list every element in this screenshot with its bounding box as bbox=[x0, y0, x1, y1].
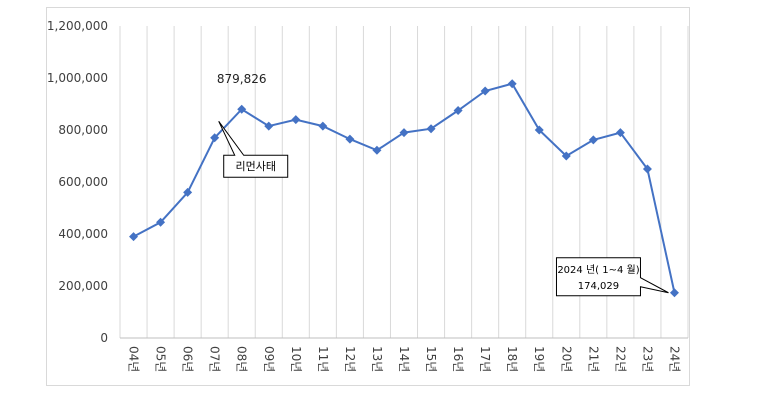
callout-box bbox=[555, 257, 669, 297]
x-axis: 04년 05년 06년 07년 08년 09년 10년 11년 12년 13년 14년 15년 16년 1… bbox=[127, 346, 682, 372]
data-point bbox=[534, 125, 544, 135]
x-tick-label: 22년 bbox=[613, 346, 627, 372]
x-tick-label: 05년 bbox=[154, 346, 168, 372]
x-tick-label: 07년 bbox=[208, 346, 222, 372]
data-point bbox=[588, 135, 598, 145]
y-axis: 0 200,000 400,000 600,000 800,000 1,000,000 1,… bbox=[47, 19, 108, 345]
data-point bbox=[237, 104, 247, 114]
data-point bbox=[426, 124, 436, 134]
x-tick-label: 23년 bbox=[640, 346, 654, 372]
data-point bbox=[399, 128, 409, 138]
x-tick-label: 19년 bbox=[532, 346, 546, 372]
data-point bbox=[453, 106, 463, 115]
callout-label: 리먼사태 bbox=[235, 160, 275, 173]
x-tick-label: 14년 bbox=[397, 346, 411, 372]
data-point bbox=[642, 164, 652, 174]
data-point bbox=[669, 288, 679, 298]
x-tick-label: 10년 bbox=[289, 346, 303, 372]
data-point bbox=[264, 121, 274, 131]
y-tick-label: 800,000 bbox=[58, 123, 108, 137]
x-tick-label: 13년 bbox=[370, 346, 384, 372]
callout-box bbox=[218, 120, 289, 178]
x-tick-label: 11년 bbox=[316, 346, 330, 372]
data-point bbox=[372, 145, 382, 155]
y-tick-label: 600,000 bbox=[58, 175, 108, 189]
data-point bbox=[480, 86, 490, 96]
data-point bbox=[615, 128, 625, 138]
data-point bbox=[561, 151, 571, 161]
x-tick-label: 12년 bbox=[343, 346, 357, 372]
x-tick-label: 21년 bbox=[586, 346, 600, 372]
x-tick-label: 18년 bbox=[505, 346, 519, 372]
data-point bbox=[318, 121, 328, 131]
data-point bbox=[156, 217, 166, 227]
x-tick-label: 17년 bbox=[478, 346, 492, 372]
y-tick-label: 1,200,000 bbox=[47, 19, 108, 33]
x-tick-label: 08년 bbox=[235, 346, 249, 372]
y-tick-label: 400,000 bbox=[58, 227, 108, 241]
x-tick-label: 20년 bbox=[559, 346, 573, 372]
data-point bbox=[129, 232, 139, 242]
annotations: 879,826 리먼사태 2024 년( 1~4 월) 174,029 bbox=[217, 72, 669, 297]
x-tick-label: 16년 bbox=[451, 346, 465, 372]
x-tick-label: 24년 bbox=[667, 346, 681, 372]
callout-value: 174,029 bbox=[578, 281, 619, 292]
data-point bbox=[345, 134, 355, 144]
y-tick-label: 0 bbox=[100, 331, 108, 345]
data-label: 879,826 bbox=[217, 72, 267, 86]
x-tick-label: 15년 bbox=[424, 346, 438, 372]
x-tick-label: 09년 bbox=[262, 346, 276, 372]
callout-label: 2024 년( 1~4 월) bbox=[557, 264, 639, 276]
x-tick-label: 04년 bbox=[127, 346, 141, 372]
data-point bbox=[291, 115, 301, 125]
data-point bbox=[183, 187, 193, 197]
chart-frame bbox=[46, 7, 690, 386]
y-tick-label: 1,000,000 bbox=[47, 71, 108, 85]
grid-lines bbox=[119, 26, 689, 339]
data-point bbox=[210, 133, 220, 143]
x-tick-label: 06년 bbox=[181, 346, 195, 372]
data-point bbox=[507, 79, 517, 89]
y-tick-label: 200,000 bbox=[58, 279, 108, 293]
